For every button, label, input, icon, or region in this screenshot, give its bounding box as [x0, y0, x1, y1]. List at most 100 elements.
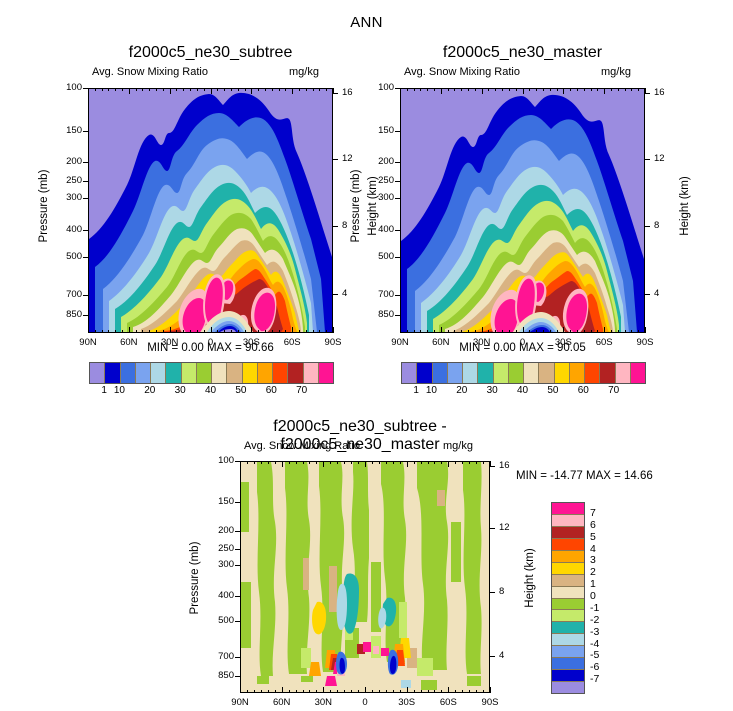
- colorbar-swatch[interactable]: [287, 363, 303, 383]
- colorbar-swatch[interactable]: [104, 363, 120, 383]
- colorbar-swatch[interactable]: [552, 657, 584, 670]
- minor-tickmark-bottom: [365, 690, 366, 693]
- diff-panel-title: f2000c5_ne30_subtree - f2000c5_ne30_mast…: [273, 418, 447, 453]
- colorbar-swatch[interactable]: [552, 561, 584, 574]
- colorbar-swatch[interactable]: [431, 363, 447, 383]
- colorbar-swatch[interactable]: [552, 633, 584, 646]
- diff-panel-units: mg/kg: [443, 440, 473, 452]
- colorbar-swatch[interactable]: [552, 573, 584, 586]
- minor-tickmark-bottom: [224, 330, 226, 333]
- minor-tickmark-bottom: [597, 330, 599, 333]
- colorbar-left-panel[interactable]: [89, 362, 334, 384]
- lat-tickmark-top: [400, 88, 401, 94]
- colorbar-right-panel[interactable]: [401, 362, 646, 384]
- left-panel-plot[interactable]: [88, 88, 333, 333]
- minor-tickmark-bottom: [281, 690, 283, 693]
- colorbar-swatch[interactable]: [552, 525, 584, 538]
- page-title: ANN: [350, 14, 383, 31]
- colorbar-swatch[interactable]: [552, 503, 584, 514]
- minor-tickmark-top: [258, 88, 260, 91]
- diff-panel-plot[interactable]: [240, 461, 490, 693]
- colorbar-tick-label: 10: [113, 385, 125, 396]
- minor-tickmark-top: [190, 88, 192, 91]
- colorbar-swatch[interactable]: [552, 513, 584, 526]
- minor-tickmark-top: [427, 461, 429, 464]
- colorbar-swatch[interactable]: [552, 621, 584, 634]
- colorbar-swatch[interactable]: [552, 609, 584, 622]
- colorbar-diff-panel[interactable]: [551, 502, 585, 694]
- colorbar-tick-label: 40: [204, 385, 217, 396]
- colorbar-swatch[interactable]: [462, 363, 478, 383]
- colorbar-swatch[interactable]: [134, 363, 150, 383]
- colorbar-swatch[interactable]: [416, 363, 432, 383]
- minor-tickmark-bottom: [295, 690, 297, 693]
- minor-tickmark-top: [434, 88, 436, 91]
- colorbar-swatch[interactable]: [552, 681, 584, 693]
- minor-tickmark-top: [371, 461, 373, 464]
- minor-tickmark-bottom: [149, 330, 151, 333]
- colorbar-swatch[interactable]: [552, 585, 584, 598]
- minor-tickmark-bottom: [461, 330, 463, 333]
- colorbar-swatch[interactable]: [552, 645, 584, 658]
- colorbar-swatch[interactable]: [507, 363, 523, 383]
- lat-tickmark-top: [128, 88, 130, 94]
- minor-tickmark-bottom: [210, 330, 212, 333]
- pressure-tickmark: [235, 530, 240, 532]
- colorbar-swatch[interactable]: [492, 363, 508, 383]
- colorbar-swatch[interactable]: [241, 363, 257, 383]
- lat-tick-label: 30N: [314, 697, 333, 708]
- colorbar-swatch[interactable]: [226, 363, 242, 383]
- colorbar-swatch[interactable]: [272, 363, 288, 383]
- colorbar-swatch[interactable]: [317, 363, 333, 383]
- lat-tick-label: 90S: [324, 337, 342, 348]
- left-panel-units: mg/kg: [289, 66, 319, 78]
- colorbar-swatch[interactable]: [119, 363, 135, 383]
- pressure-tickmark: [83, 198, 88, 200]
- minor-tickmark-bottom: [427, 690, 429, 693]
- right-panel-ylabel-height: Height (km): [679, 176, 691, 236]
- pressure-tick-label: 700: [378, 289, 394, 301]
- colorbar-swatch[interactable]: [599, 363, 615, 383]
- colorbar-swatch[interactable]: [552, 549, 584, 562]
- colorbar-swatch[interactable]: [150, 363, 166, 383]
- colorbar-swatch[interactable]: [446, 363, 462, 383]
- colorbar-swatch[interactable]: [402, 363, 417, 383]
- lat-tick-label: 0: [362, 697, 368, 708]
- colorbar-swatch[interactable]: [211, 363, 227, 383]
- colorbar-swatch[interactable]: [552, 537, 584, 550]
- right-panel-variable: Avg. Snow Mixing Ratio: [404, 66, 520, 78]
- colorbar-swatch[interactable]: [538, 363, 554, 383]
- colorbar-swatch[interactable]: [629, 363, 645, 383]
- colorbar-swatch[interactable]: [553, 363, 569, 383]
- colorbar-swatch[interactable]: [180, 363, 196, 383]
- pressure-tick-label: 400: [378, 224, 394, 236]
- colorbar-swatch[interactable]: [552, 597, 584, 610]
- minor-tickmark-bottom: [522, 330, 524, 333]
- minor-tickmark-top: [330, 461, 332, 464]
- minor-tickmark-top: [135, 88, 137, 91]
- colorbar-swatch[interactable]: [302, 363, 318, 383]
- colorbar-swatch[interactable]: [477, 363, 493, 383]
- minor-tickmark-bottom: [358, 690, 360, 693]
- minor-tickmark-top: [278, 88, 280, 91]
- colorbar-swatch[interactable]: [614, 363, 630, 383]
- colorbar-swatch[interactable]: [568, 363, 584, 383]
- right-panel-plot[interactable]: [400, 88, 645, 333]
- colorbar-swatch[interactable]: [584, 363, 600, 383]
- minor-tickmark-top: [288, 461, 290, 464]
- left-panel-contours: [89, 89, 332, 332]
- colorbar-swatch[interactable]: [552, 669, 584, 682]
- colorbar-swatch[interactable]: [256, 363, 272, 383]
- minor-tickmark-top: [108, 88, 110, 91]
- minor-tickmark-top: [264, 88, 266, 91]
- height-tick-label: 16: [654, 86, 665, 98]
- minor-tickmark-top: [522, 88, 524, 91]
- minor-tickmark-bottom: [333, 330, 334, 333]
- colorbar-swatch[interactable]: [195, 363, 211, 383]
- colorbar-swatch[interactable]: [523, 363, 539, 383]
- colorbar-tick-label: 20: [456, 385, 468, 396]
- colorbar-swatch[interactable]: [165, 363, 181, 383]
- minor-tickmark-bottom: [400, 330, 401, 333]
- colorbar-swatch[interactable]: [90, 363, 105, 383]
- minor-tickmark-top: [337, 461, 339, 464]
